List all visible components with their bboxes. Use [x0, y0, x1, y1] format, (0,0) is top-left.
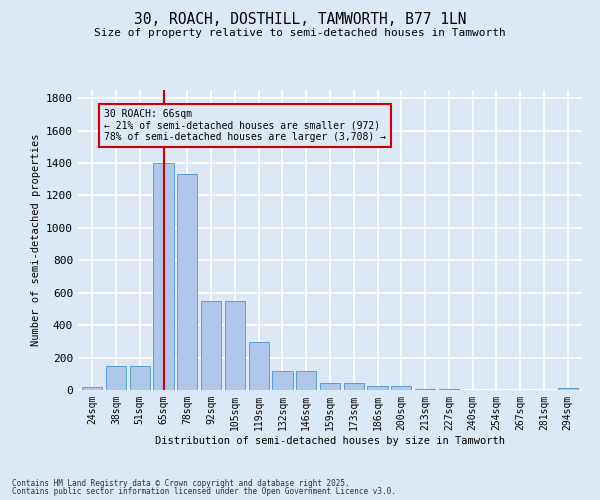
Bar	[106, 366, 126, 390]
Bar	[557, 388, 578, 390]
Bar	[248, 342, 269, 390]
Bar	[225, 301, 245, 390]
Bar	[130, 366, 150, 390]
Text: Contains public sector information licensed under the Open Government Licence v3: Contains public sector information licen…	[12, 487, 396, 496]
Bar	[391, 386, 412, 390]
Text: 30, ROACH, DOSTHILL, TAMWORTH, B77 1LN: 30, ROACH, DOSTHILL, TAMWORTH, B77 1LN	[134, 12, 466, 28]
Bar	[367, 386, 388, 390]
Bar	[415, 389, 435, 390]
Text: Size of property relative to semi-detached houses in Tamworth: Size of property relative to semi-detach…	[94, 28, 506, 38]
Bar	[272, 370, 293, 390]
X-axis label: Distribution of semi-detached houses by size in Tamworth: Distribution of semi-detached houses by …	[155, 436, 505, 446]
Bar	[320, 382, 340, 390]
Y-axis label: Number of semi-detached properties: Number of semi-detached properties	[31, 134, 41, 346]
Bar	[154, 163, 173, 390]
Bar	[439, 389, 459, 390]
Text: Contains HM Land Registry data © Crown copyright and database right 2025.: Contains HM Land Registry data © Crown c…	[12, 478, 350, 488]
Bar	[344, 382, 364, 390]
Bar	[82, 387, 103, 390]
Bar	[201, 301, 221, 390]
Bar	[296, 370, 316, 390]
Text: 30 ROACH: 66sqm
← 21% of semi-detached houses are smaller (972)
78% of semi-deta: 30 ROACH: 66sqm ← 21% of semi-detached h…	[104, 108, 386, 142]
Bar	[177, 174, 197, 390]
